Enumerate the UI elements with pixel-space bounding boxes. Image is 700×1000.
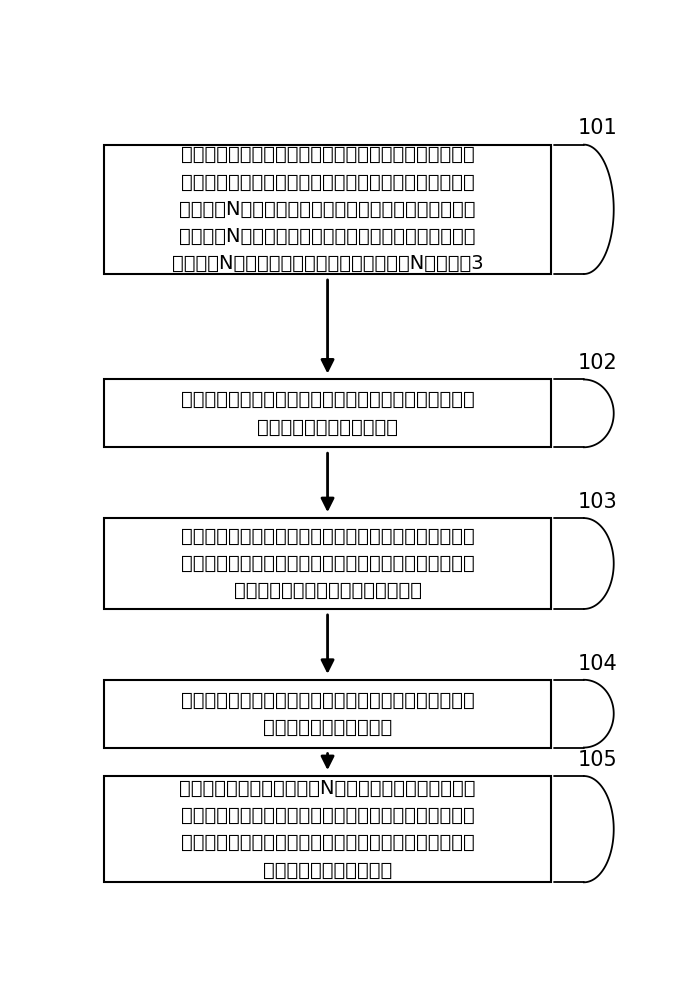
FancyBboxPatch shape: [104, 145, 552, 274]
Text: 101: 101: [578, 118, 617, 138]
FancyBboxPatch shape: [104, 379, 552, 447]
Text: 所述激光接收装置记录接收到所述第一激光旋转扫描装置
发射的激光信号的第二时间: 所述激光接收装置记录接收到所述第一激光旋转扫描装置 发射的激光信号的第二时间: [181, 390, 475, 436]
Text: 激光接收装置记录接收到第一激光旋转扫描装置发射的同
步信号的第一时间，所述第一激光旋转扫描装置为激光发
射装置的N个激光旋转扫描装置中的任一个，所述激光发
射装: 激光接收装置记录接收到第一激光旋转扫描装置发射的同 步信号的第一时间，所述第一激…: [172, 145, 484, 273]
Text: 所述激光接收装置根据所述第一时间和所述第二时间，确
定接收时长，所述接收时长用于表示自接收到所述同步信
号至接收到激光信号之间的时间间隔: 所述激光接收装置根据所述第一时间和所述第二时间，确 定接收时长，所述接收时长用于…: [181, 527, 475, 600]
FancyBboxPatch shape: [104, 680, 552, 748]
FancyBboxPatch shape: [104, 518, 552, 609]
Text: 105: 105: [578, 750, 617, 770]
Text: 104: 104: [578, 654, 617, 674]
Text: 102: 102: [578, 353, 617, 373]
FancyBboxPatch shape: [104, 776, 552, 882]
Text: 103: 103: [578, 492, 617, 512]
Text: 所述激光接收装置根据所述N个激光旋转扫描装置的旋转
角度，确定所述激光接收装置的位置，并将所述激光接收
装置的位置作为目标对象的位置，所述激光接收装置位于
所述: 所述激光接收装置根据所述N个激光旋转扫描装置的旋转 角度，确定所述激光接收装置的…: [179, 779, 476, 880]
Text: 所述激光接收装置根据所述接收时长，确定所述第一激光
旋转扫描装置的旋转角度: 所述激光接收装置根据所述接收时长，确定所述第一激光 旋转扫描装置的旋转角度: [181, 691, 475, 737]
